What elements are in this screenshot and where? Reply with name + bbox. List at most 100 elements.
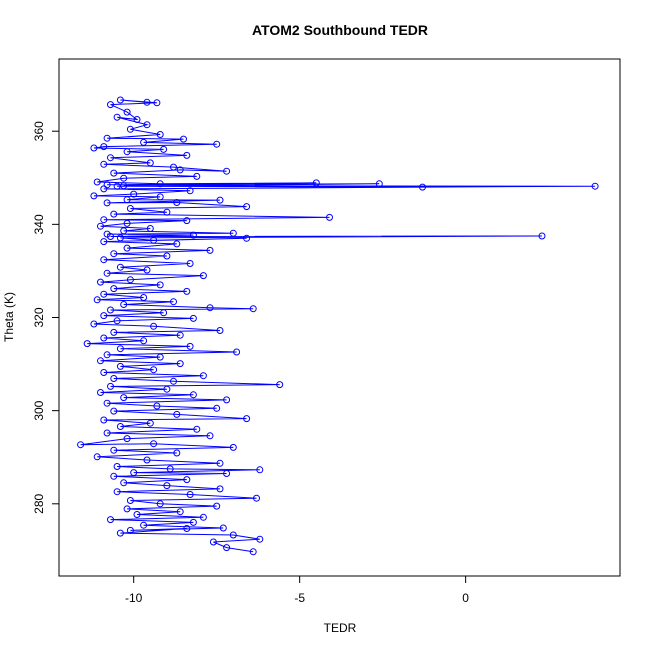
- data-point: [140, 521, 148, 529]
- data-point: [93, 178, 101, 186]
- data-point: [100, 143, 108, 151]
- data-point: [107, 233, 114, 240]
- y-tick-label: 340: [32, 214, 46, 234]
- data-point: [123, 196, 131, 204]
- data-point: [176, 508, 184, 516]
- data-point: [133, 511, 141, 518]
- data-point: [107, 306, 114, 314]
- data-point: [170, 298, 177, 306]
- data-point: [123, 219, 131, 227]
- data-point: [146, 225, 154, 232]
- data-point: [110, 472, 118, 480]
- data-point: [90, 192, 98, 200]
- data-point: [77, 441, 85, 449]
- data-point: [189, 231, 197, 239]
- data-point: [186, 491, 194, 498]
- data-point: [150, 440, 158, 448]
- data-point: [216, 327, 224, 334]
- data-point: [153, 402, 161, 410]
- data-point: [107, 154, 114, 162]
- data-point: [243, 234, 251, 242]
- plot-area-frame: [58, 58, 621, 577]
- data-point: [126, 526, 134, 534]
- data-point: [107, 516, 114, 524]
- data-point: [113, 463, 121, 470]
- data-point: [97, 278, 104, 286]
- data-point: [143, 456, 151, 464]
- data-point: [153, 99, 161, 107]
- data-point: [103, 199, 111, 207]
- data-point: [120, 182, 128, 190]
- data-point: [126, 497, 134, 504]
- data-point: [199, 372, 207, 380]
- data-point: [90, 320, 98, 328]
- data-point: [126, 276, 134, 284]
- data-point: [146, 159, 154, 167]
- data-point: [163, 208, 171, 216]
- data-point: [206, 304, 214, 312]
- data-point: [146, 419, 154, 427]
- y-tick-label: 360: [32, 121, 46, 141]
- y-tick-label: 320: [32, 307, 46, 327]
- data-point: [123, 108, 131, 116]
- data-point: [160, 309, 168, 317]
- data-point: [166, 465, 174, 473]
- data-point: [100, 185, 108, 193]
- data-point: [193, 425, 201, 433]
- data-point: [113, 182, 121, 190]
- data-point: [100, 256, 108, 264]
- data-point: [123, 435, 131, 443]
- data-point: [206, 432, 214, 440]
- data-point: [538, 232, 546, 240]
- data-point: [150, 322, 158, 330]
- y-axis-label: Theta (K): [2, 292, 16, 342]
- data-point: [176, 166, 184, 174]
- data-point: [253, 494, 260, 502]
- data-point: [189, 314, 197, 322]
- data-point: [110, 375, 118, 382]
- data-point: [183, 287, 191, 295]
- data-point: [143, 266, 151, 274]
- data-point: [100, 216, 108, 224]
- data-point: [216, 459, 224, 467]
- data-point: [93, 296, 101, 304]
- data-point: [216, 196, 224, 204]
- chart-title: ATOM2 Southbound TEDR: [252, 22, 428, 38]
- data-point: [176, 331, 184, 339]
- data-point: [160, 145, 168, 153]
- data-point: [116, 345, 124, 353]
- data-point: [173, 199, 181, 206]
- data-point: [113, 317, 121, 325]
- data-point: [130, 469, 138, 477]
- data-point: [123, 505, 131, 513]
- data-point: [163, 252, 171, 260]
- data-point: [116, 234, 124, 242]
- data-point: [120, 227, 128, 235]
- data-point: [130, 190, 138, 198]
- data-point: [140, 337, 148, 345]
- data-point: [126, 125, 134, 133]
- data-point: [173, 410, 181, 418]
- x-tick-label: 0: [462, 591, 469, 605]
- data-point: [140, 138, 148, 146]
- data-point: [170, 377, 177, 385]
- data-point: [100, 334, 108, 342]
- data-point: [173, 449, 181, 457]
- data-point: [120, 479, 128, 487]
- data-point: [199, 272, 207, 280]
- x-axis-label: TEDR: [324, 621, 357, 635]
- data-point: [209, 538, 217, 546]
- data-point: [163, 385, 171, 393]
- x-tick-label: -10: [125, 591, 143, 605]
- data-layer: [77, 96, 599, 556]
- data-point: [100, 369, 108, 376]
- data-point: [110, 250, 118, 258]
- data-point: [223, 544, 231, 552]
- data-point: [97, 357, 104, 365]
- data-point: [233, 348, 241, 356]
- data-point: [113, 113, 121, 121]
- data-point: [133, 116, 141, 123]
- data-point: [103, 134, 111, 142]
- data-point: [249, 305, 257, 313]
